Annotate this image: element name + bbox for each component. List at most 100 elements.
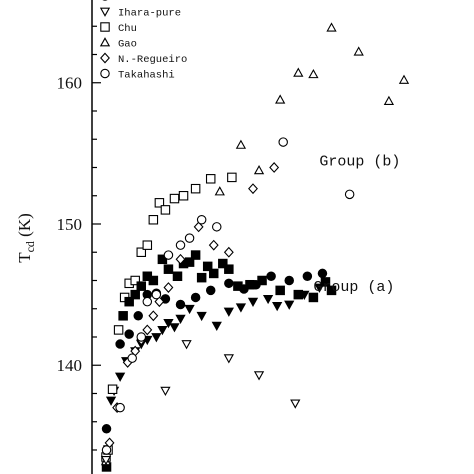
data-point [148,215,159,225]
data-point [142,240,153,250]
data-point [105,396,117,406]
data-point [100,455,112,466]
data-point [118,311,128,321]
y-tick-label: 150 [57,215,83,234]
data-point [212,222,222,232]
data-point [224,278,234,289]
y-axis-title: Tcd (K) [15,213,37,263]
series-takahashi [101,137,355,455]
data-point [181,340,192,350]
data-point [175,314,186,324]
data-point [160,386,171,396]
data-point [114,372,126,382]
data-point [269,162,280,173]
legend-item: Ihara-mixed [102,0,187,4]
data-point [157,326,168,336]
data-point [175,253,186,265]
data-point [151,289,162,300]
data-point [223,307,234,317]
data-point [278,137,288,147]
data-point [169,193,180,204]
data-point [344,189,355,200]
data-point [317,268,328,279]
data-point [163,250,174,260]
y-axis-label: Tcd (K) [15,213,37,263]
data-point [107,384,118,395]
data-point [326,285,337,296]
data-point [142,296,153,307]
legend: Ihara-mixed Ihara-pure Chu Gao N.-Regueiro Ta… [99,0,187,82]
data-point [293,289,304,300]
data-point [208,239,219,251]
data-point [211,321,222,332]
legend-marker [100,52,110,64]
data-point [151,333,162,343]
data-point [175,240,186,250]
data-point [353,46,364,56]
data-point [247,297,259,308]
data-point [214,186,225,196]
legend-label: N.-Regueiro [118,54,187,66]
legend-label: Ihara-mixed [118,0,187,4]
y-tick-label: 160 [57,74,83,93]
data-point [184,257,195,267]
data-point [233,281,243,291]
data-point [196,215,207,225]
data-point [248,183,258,195]
data-point [308,292,319,303]
data-point [205,174,216,184]
data-point [124,296,134,307]
data-point [223,246,234,258]
data-point [136,281,147,291]
group-annotation: Group (b) [319,153,400,170]
data-point [196,272,207,283]
data-point [266,271,276,282]
legend-marker [100,68,110,79]
data-point [178,190,189,201]
data-point [175,299,186,310]
data-point [101,445,112,455]
legend-item: Takahashi [100,68,175,82]
data-point [275,94,286,104]
legend-item: Ihara-pure [99,8,181,20]
data-point [184,304,195,315]
data-point [383,95,395,106]
legend-item: Gao [99,37,137,51]
data-point [302,271,313,282]
legend-label: Ihara-pure [118,8,181,20]
axes: 140 150 160 [57,0,101,474]
data-point [193,221,204,233]
data-point [196,311,207,322]
group-annotation: Group (a) [313,279,394,296]
legend-label: Takahashi [118,70,175,82]
data-point [124,329,134,339]
data-point [148,275,159,286]
data-point [293,67,304,77]
data-point [127,353,137,363]
data-point [133,311,143,321]
data-point [227,172,237,183]
data-point [284,275,294,286]
data-point [169,323,180,333]
data-point [130,289,140,300]
data-point [154,296,165,308]
data-point [148,310,159,322]
legend-label: Chu [118,23,137,35]
data-point [154,198,165,208]
data-point [115,339,125,349]
data-point [235,139,247,149]
data-point [235,303,247,313]
data-point [113,325,124,335]
data-point [218,258,228,269]
data-point [101,424,112,434]
data-point [190,292,201,303]
data-point [326,22,337,32]
data-point [245,279,255,290]
data-point [223,354,234,364]
data-point [190,250,201,260]
legend-item: N.-Regueiro [100,52,187,66]
data-point [290,399,301,409]
data-point [172,271,183,282]
